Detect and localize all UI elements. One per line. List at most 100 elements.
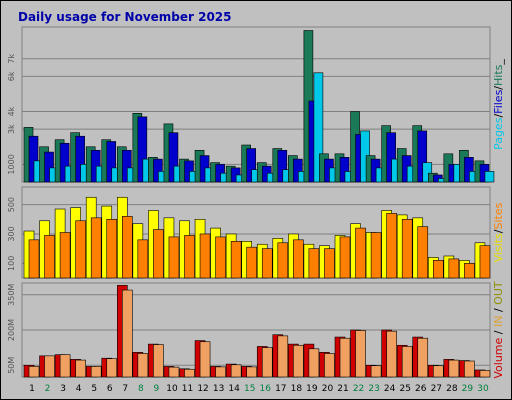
bar-volume-in-day-22 [355, 330, 366, 378]
y-tick-label: 6k [7, 71, 16, 81]
day-label-7: 7 [122, 384, 128, 394]
bar-volume-in-day-5 [90, 366, 102, 378]
bar-hits-files-day-26 [417, 130, 428, 183]
bar-volume-in-day-23 [370, 365, 382, 378]
bar-visits-sites-day-22 [355, 227, 366, 279]
y-axis-label-part: Visits [492, 233, 505, 262]
bar-volume-in-day-3 [59, 354, 71, 378]
bar-hits-files-day-1 [28, 135, 39, 183]
bar-hits-pages-day-30 [484, 171, 495, 183]
y-tick-label: 300 [7, 226, 16, 241]
bar-volume-in-day-16 [261, 347, 273, 378]
bar-visits-sites-day-24 [386, 213, 397, 279]
day-label-9: 9 [154, 384, 160, 394]
bar-hits-files-day-17 [277, 149, 288, 183]
chart-panels: 1000 3k 4k 6k 7k Pages/Files/Hits_ 100 300 500 Vi… [7, 26, 505, 379]
y-axis-label-part: OUT [492, 281, 505, 305]
y-axis-label-hits: Pages/Files/Hits_ [492, 59, 505, 150]
day-label-1: 1 [29, 384, 35, 394]
bar-volume-in-day-13 [215, 366, 226, 378]
bar-hits-pages-day-26 [422, 162, 433, 183]
bar-hits-files-day-29 [464, 157, 474, 183]
bar-volume-in-day-20 [324, 353, 335, 378]
bar-volume-in-day-30 [479, 370, 491, 378]
bar-hits-files-day-9 [153, 158, 163, 183]
y-axis-label-visits: Visits/Sites [492, 202, 505, 262]
bar-visits-sites-day-5 [90, 217, 102, 279]
bar-visits-sites-day-3 [59, 232, 71, 279]
day-label-23: 23 [368, 384, 379, 394]
bar-visits-sites-day-8 [137, 239, 149, 279]
bar-volume-in-day-10 [168, 366, 180, 378]
day-label-21: 21 [337, 384, 348, 394]
bar-visits-sites-day-4 [75, 220, 86, 279]
bar-visits-sites-day-25 [401, 218, 413, 279]
y-axis-label-part: Sites [492, 202, 505, 229]
bar-visits-sites-day-10 [168, 236, 180, 279]
y-axis-label-part: IN [492, 316, 505, 327]
bar-visits-sites-day-16 [261, 248, 273, 279]
day-label-25: 25 [399, 384, 410, 394]
day-label-6: 6 [107, 384, 113, 394]
y-tick-label: 200M [7, 319, 16, 341]
bar-volume-in-day-18 [293, 344, 304, 378]
bar-hits-pages-day-19 [313, 72, 324, 183]
day-label-18: 18 [291, 384, 303, 394]
bar-volume-in-day-24 [386, 330, 397, 378]
bar-volume-in-day-7 [122, 289, 133, 378]
y-axis-label-part: / [492, 114, 505, 118]
bar-volume-in-day-29 [464, 360, 475, 378]
bar-visits-sites-day-27 [432, 260, 444, 279]
y-axis-label-part: _ [492, 59, 505, 66]
y-tick-label: 7k [7, 53, 16, 63]
y-axis-label-part: Hits [492, 64, 505, 86]
bar-volume-in-day-2 [44, 355, 55, 378]
y-axis-label-part: Volume [492, 337, 505, 378]
bar-hits-files-day-7 [122, 149, 132, 183]
day-label-2: 2 [45, 384, 51, 394]
bar-volume-in-day-17 [277, 335, 289, 378]
day-label-12: 12 [197, 384, 208, 394]
day-label-16: 16 [260, 384, 272, 394]
bar-visits-sites-day-2 [44, 235, 55, 279]
bar-volume-in-day-15 [246, 366, 257, 378]
bar-hits-files-day-3 [59, 142, 70, 183]
day-label-5: 5 [91, 384, 97, 394]
bar-volume-in-day-14 [230, 364, 242, 378]
day-label-29: 29 [462, 384, 474, 394]
bar-volume-in-day-27 [432, 365, 444, 378]
day-label-20: 20 [322, 384, 334, 394]
bar-volume-in-day-6 [106, 358, 118, 378]
bar-volume-in-day-26 [417, 337, 429, 378]
y-tick-label: 500 [7, 197, 16, 212]
bar-volume-in-day-21 [339, 337, 351, 378]
bar-visits-sites-day-9 [153, 229, 164, 279]
bar-hits-files-day-6 [106, 141, 117, 183]
bar-hits-files-day-21 [339, 157, 350, 183]
y-tick-label: 1000 [7, 154, 16, 174]
bar-volume-in-day-4 [75, 359, 86, 378]
day-label-19: 19 [306, 384, 318, 394]
bar-volume-in-day-9 [153, 344, 164, 378]
day-label-10: 10 [166, 384, 178, 394]
y-tick-label: 3k [7, 124, 16, 134]
bar-volume-in-day-11 [184, 368, 195, 378]
y-axis-label-part: / [492, 229, 505, 233]
panel-volume: 50M 200M 350M Volume / IN / OUT [7, 281, 505, 379]
bar-visits-sites-day-6 [106, 218, 118, 279]
panel-visits: 100 300 500 Visits/Sites [7, 186, 505, 279]
day-label-15: 15 [244, 384, 255, 394]
day-label-26: 26 [415, 384, 427, 394]
y-axis-label-part: Files [492, 89, 505, 113]
bar-visits-sites-day-14 [230, 241, 242, 279]
y-tick-label: 350M [7, 284, 16, 306]
y-tick-label: 4k [7, 106, 16, 116]
bar-hits-files-day-18 [293, 158, 303, 183]
y-tick-label: 100 [7, 256, 16, 271]
day-labels: 1 2 3 4 5 6 7 8 9 10 11 12 13 14 15 16 17 18 19 20 21 22 23 24 2… [29, 384, 489, 394]
bar-visits-sites-day-29 [464, 263, 475, 279]
bar-visits-sites-day-28 [448, 258, 460, 279]
y-tick-label: 50M [7, 357, 16, 374]
y-axis-label-part: / [492, 86, 505, 90]
